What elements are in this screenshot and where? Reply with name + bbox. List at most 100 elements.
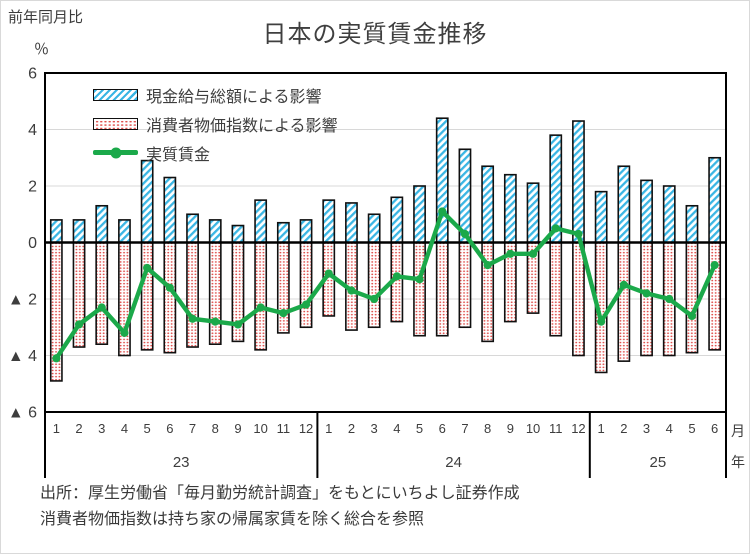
month-tick-label: 9 [234,421,241,436]
bar-cash-effect [186,213,199,244]
real-wage-marker [370,294,379,304]
real-wage-marker [597,317,606,326]
percent-unit-label: ％ [34,41,50,58]
bar-cpi-effect [163,241,177,354]
year-tick-label: 24 [445,454,462,471]
real-wage-marker [143,263,152,273]
real-wage-marker [256,303,265,312]
month-tick-label: 5 [416,421,423,436]
y-tick-label: ▲ 4 [8,348,37,365]
bar-cpi-effect [435,241,449,337]
bar-cpi-effect [299,241,313,329]
month-tick-label: 4 [121,421,128,436]
real-wage-marker [687,311,697,321]
bar-cpi-effect [118,241,131,357]
month-tick-label: 11 [549,421,563,436]
year-axis-suffix: 年 [731,454,745,470]
month-tick-label: 9 [507,421,514,436]
legend-item-real-wage: 実質賃金 [93,138,338,167]
month-tick-label: 3 [98,421,105,436]
bar-cash-effect [140,159,154,244]
real-wage-marker [438,207,447,216]
bar-cpi-effect [640,241,653,357]
bar-cash-effect [617,165,631,244]
legend-item-cpi: 消費者物価指数による影響 [93,109,338,138]
bar-cash-effect [49,219,63,244]
bar-cpi-effect [685,241,699,354]
legend-label-real-wage: 実質賃金 [146,146,211,164]
month-tick-label: 2 [348,421,355,436]
bar-cash-effect [526,182,540,244]
bar-cpi-effect [95,241,109,345]
bar-cash-effect [503,173,517,244]
month-tick-label: 3 [371,421,378,436]
bar-cpi-effect [572,241,585,357]
source-note: 出所：厚生労働省「毎月勤労統計調査」をもとにいちよし証券作成 消費者物価指数は持… [40,481,520,534]
month-tick-label: 8 [212,421,219,436]
real-wage-marker [97,303,106,312]
chart-legend: 現金給与総額による影響 消費者物価指数による影響 実質賃金 [93,80,338,167]
bar-cash-effect [254,199,268,244]
bar-cash-effect [413,185,426,244]
real-wage-marker [324,269,333,278]
real-wage-marker [211,317,220,326]
real-wage-marker [506,249,515,258]
real-wage-marker [52,354,61,363]
bar-cpi-effect [254,241,268,351]
legend-label-cash-earnings: 現金給与総額による影響 [146,88,322,106]
real-wage-marker [165,283,174,292]
month-tick-label: 12 [299,421,313,436]
month-tick-label: 2 [620,421,627,436]
bar-cash-effect [72,219,86,244]
month-tick-label: 10 [526,421,540,436]
real-wage-marker [233,320,243,329]
bar-cash-effect [208,219,222,244]
green-marker-icon [110,147,121,158]
blue-hatch-swatch-icon [93,88,138,101]
bar-cpi-effect [413,241,426,337]
real-wage-marker [574,229,583,239]
real-wage-marker [120,328,129,337]
legend-item-cash-earnings: 現金給与総額による影響 [93,80,338,109]
month-tick-label: 5 [688,421,695,436]
y-tick-label: 6 [28,66,37,83]
real-wage-marker [483,261,492,270]
real-wage-marker [301,300,311,309]
bar-cash-effect [481,165,495,244]
bar-cash-effect [299,219,313,244]
y-tick-label: ▲ 2 [8,292,37,309]
month-axis-suffix: 月 [731,423,745,439]
real-wage-marker [347,286,356,295]
month-tick-label: 4 [666,421,673,436]
real-wage-marker [460,229,470,239]
red-dots-swatch-icon [93,117,138,130]
year-tick-label: 23 [173,454,190,471]
real-wage-marker [188,314,197,323]
month-tick-label: 1 [53,421,60,436]
real-wage-marker [279,309,288,318]
bar-cash-effect [163,176,177,244]
bar-cash-effect [572,120,585,244]
month-tick-label: 12 [571,421,585,436]
source-note-line1: 出所：厚生労働省「毎月勤労統計調査」をもとにいちよし証券作成 [40,485,520,502]
bar-cash-effect [231,224,245,244]
month-tick-label: 5 [144,421,151,436]
real-wage-marker [710,261,719,270]
bar-cash-effect [95,204,109,244]
yoy-axis-label: 前年同月比 [8,9,84,26]
y-tick-label: ▲ 6 [8,405,37,422]
source-note-line2: 消費者物価指数は持ち家の帰属家賃を除く総合を参照 [40,511,425,529]
month-tick-label: 1 [325,421,332,436]
month-tick-label: 7 [189,421,196,436]
green-line-swatch-icon [93,147,138,158]
bar-cash-effect [276,221,290,244]
bar-cash-effect [685,204,699,244]
month-tick-label: 3 [643,421,650,436]
real-wage-marker [528,249,538,258]
real-wage-marker [74,320,84,329]
month-tick-label: 7 [461,421,468,436]
month-tick-label: 6 [711,421,718,436]
bar-cpi-effect [140,241,154,351]
